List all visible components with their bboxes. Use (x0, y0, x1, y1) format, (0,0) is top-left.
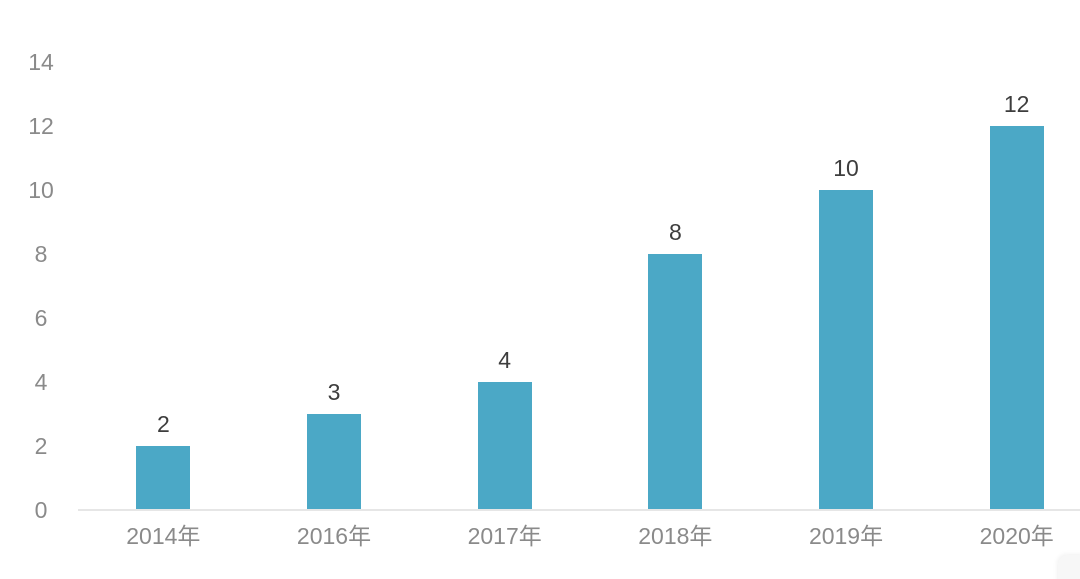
x-axis-line (78, 509, 1080, 511)
bar-value-label: 4 (498, 347, 512, 373)
y-axis-tick-label: 8 (34, 241, 48, 267)
bar-group: 8 (590, 0, 761, 510)
y-axis-tick-label: 10 (28, 177, 54, 203)
x-axis-category-label: 2019年 (808, 523, 884, 549)
bar-value-label: 10 (833, 155, 859, 181)
y-axis-tick-label: 0 (34, 497, 48, 523)
bar-value-label: 2 (156, 411, 170, 437)
x-axis-category-label: 2014年 (126, 523, 201, 549)
bars-row: 2 3 4 8 10 12 (78, 0, 1080, 510)
y-axis: 0 2 4 6 8 10 12 14 (0, 0, 82, 579)
bar-group: 12 (931, 0, 1080, 510)
bar-value-label: 8 (668, 219, 682, 245)
bar (136, 446, 191, 510)
bar-value-label: 3 (327, 379, 341, 405)
bar-group: 10 (761, 0, 932, 510)
y-axis-tick-label: 4 (34, 369, 48, 395)
y-axis-tick-label: 6 (34, 305, 48, 331)
x-axis: 2014年 2016年 2017年 2018年 2019年 2020年 (78, 522, 1080, 550)
bar (989, 126, 1044, 510)
bar-value-label: 12 (1003, 91, 1030, 117)
bar-group: 3 (249, 0, 420, 510)
y-axis-tick-label: 2 (34, 433, 48, 459)
x-axis-category-label: 2017年 (467, 523, 542, 549)
bar (648, 254, 703, 510)
x-axis-category-label: 2016年 (296, 523, 372, 549)
bar-group: 4 (419, 0, 590, 510)
bar (819, 190, 874, 510)
x-axis-category-label: 2020年 (979, 523, 1054, 549)
y-axis-tick-label: 14 (28, 49, 54, 75)
bar (477, 382, 532, 510)
bar (307, 414, 361, 510)
bottom-right-cutoff-shape (1058, 555, 1080, 579)
bar-group: 2 (78, 0, 249, 510)
y-axis-tick-label: 12 (28, 113, 54, 139)
x-axis-category-label: 2018年 (638, 523, 713, 549)
